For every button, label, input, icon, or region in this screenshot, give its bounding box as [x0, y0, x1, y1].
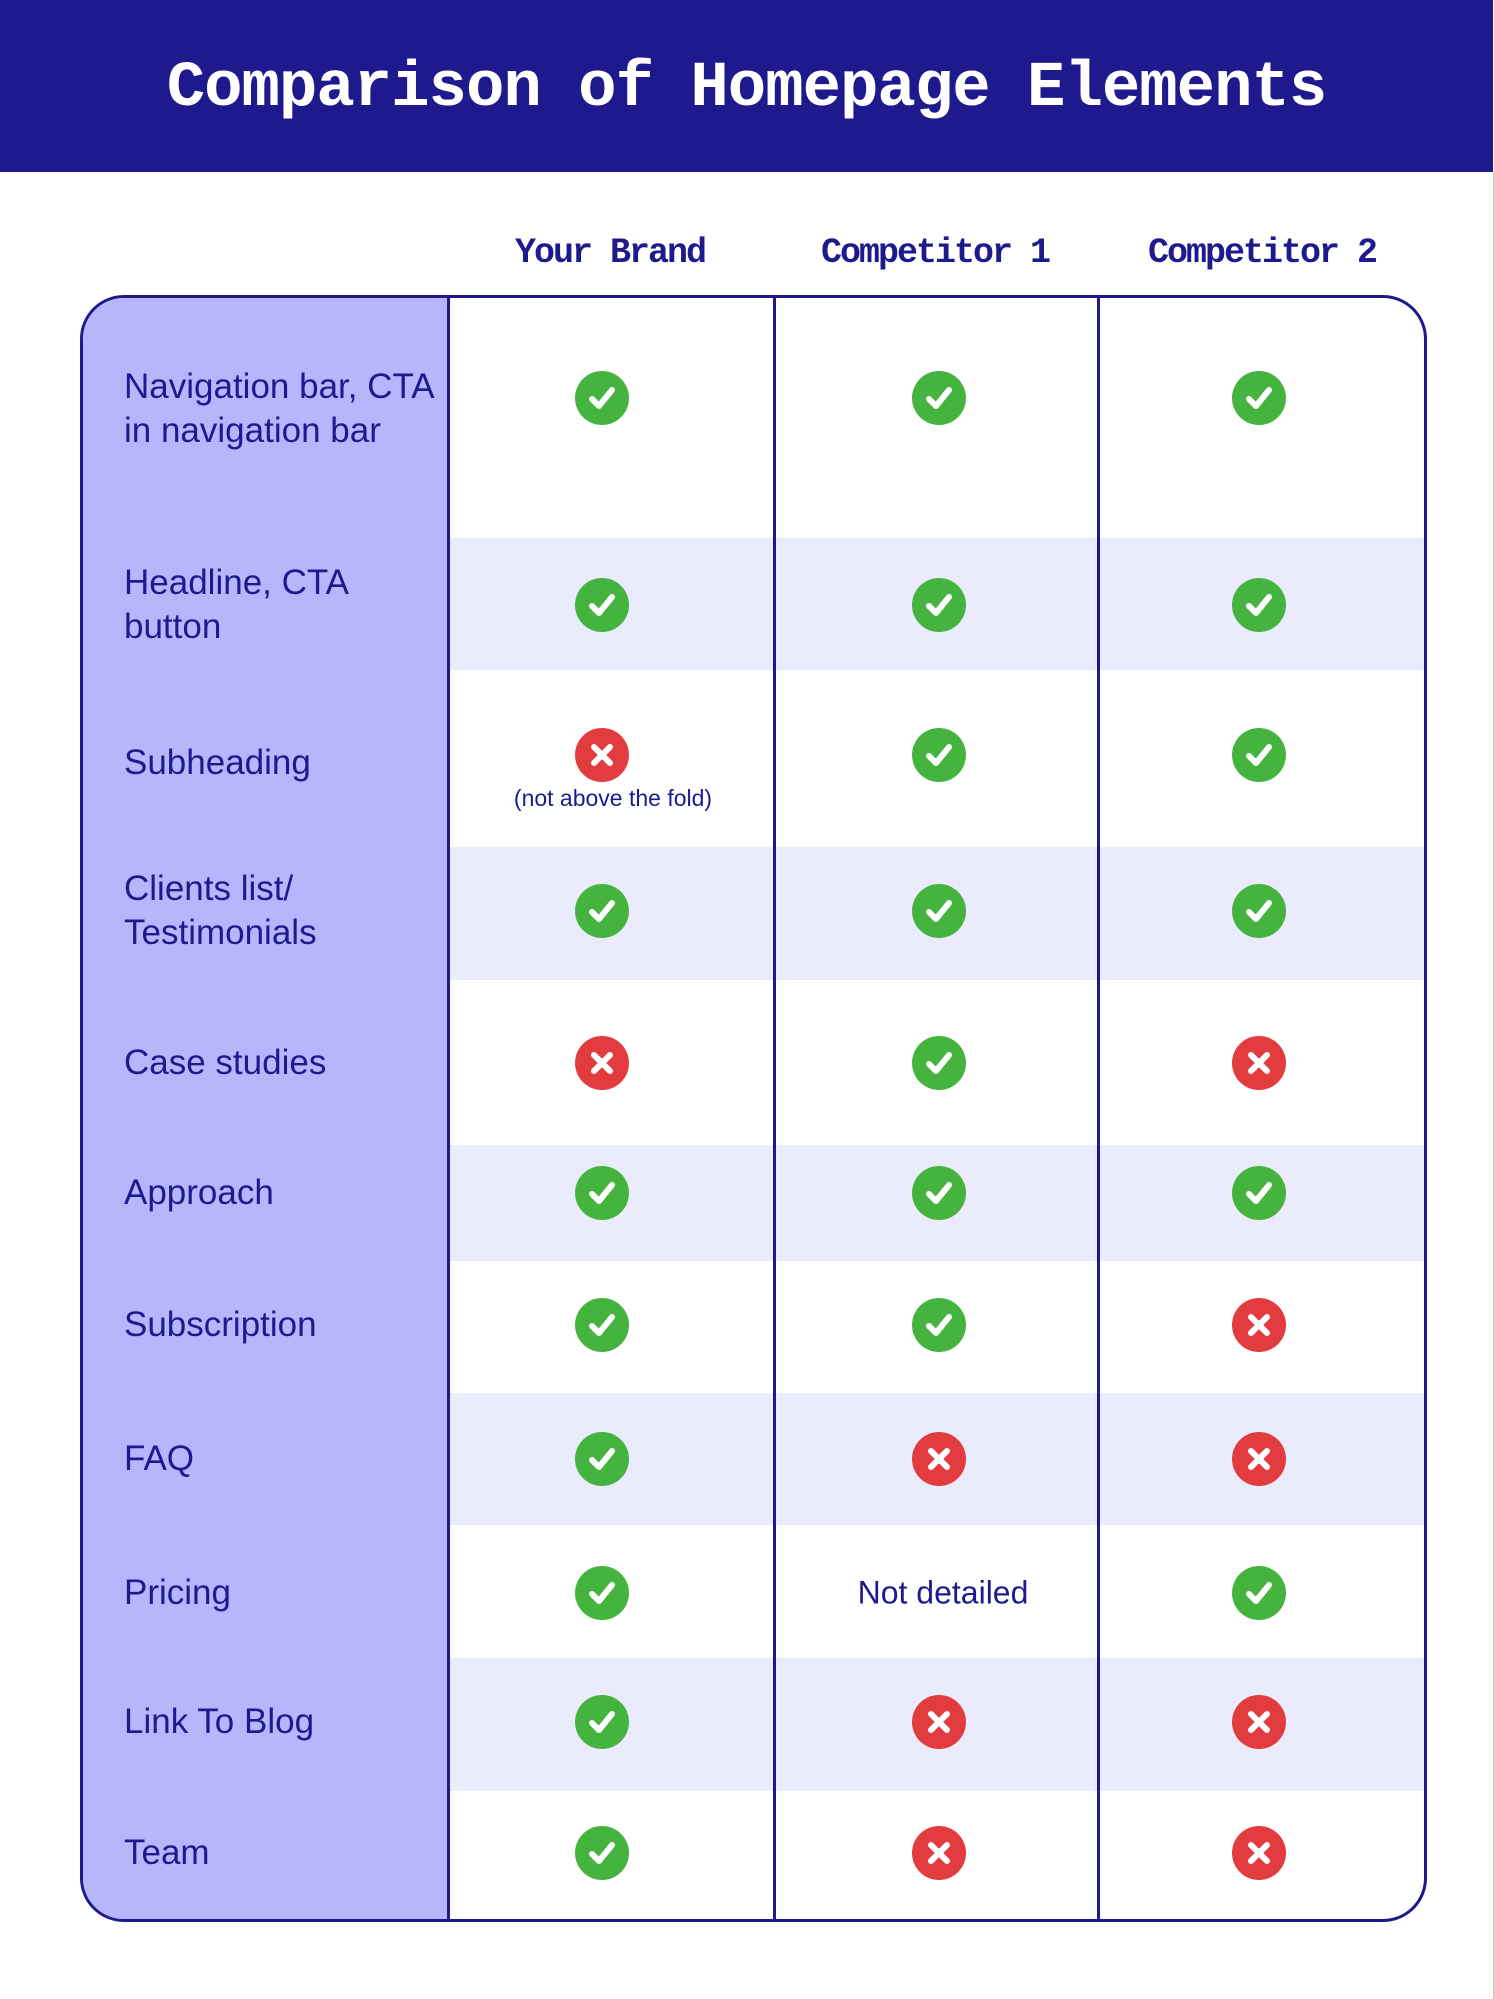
row-label: Pricing	[124, 1573, 231, 1612]
check-circle-icon	[912, 1166, 966, 1220]
check-circle-icon	[575, 1695, 629, 1749]
cell-text-competitor-1: Not detailed	[857, 1574, 1029, 1611]
x-circle-icon	[575, 1036, 629, 1090]
column-header-competitor-1: Competitor 1	[820, 233, 1051, 273]
x-circle-icon	[1232, 1695, 1286, 1749]
x-circle-icon	[912, 1695, 966, 1749]
row-label: Case studies	[124, 1043, 327, 1082]
check-circle-icon	[575, 1166, 629, 1220]
x-circle-icon	[1232, 1826, 1286, 1880]
check-circle-icon	[575, 1566, 629, 1620]
label-column	[83, 298, 449, 1919]
row-label: Approach	[124, 1173, 274, 1212]
x-circle-icon	[575, 728, 629, 782]
x-circle-icon	[1232, 1298, 1286, 1352]
check-circle-icon	[912, 371, 966, 425]
x-circle-icon	[1232, 1432, 1286, 1486]
row-label: Subheading	[124, 743, 311, 782]
check-circle-icon	[912, 578, 966, 632]
row-label: Team	[124, 1833, 210, 1872]
comparison-table: Navigation bar, CTA in navigation bar Hea…	[80, 295, 1427, 1922]
check-circle-icon	[1232, 884, 1286, 938]
check-circle-icon	[575, 884, 629, 938]
column-divider	[773, 298, 776, 1919]
column-divider	[447, 298, 450, 1919]
check-circle-icon	[1232, 578, 1286, 632]
check-circle-icon	[575, 1432, 629, 1486]
row-label: Clients list/ Testimonials	[124, 869, 317, 952]
check-circle-icon	[912, 1036, 966, 1090]
check-circle-icon	[575, 578, 629, 632]
row-label: Subscription	[124, 1305, 317, 1344]
check-circle-icon	[575, 1826, 629, 1880]
check-circle-icon	[912, 1298, 966, 1352]
row-label: Headline, CTA button	[124, 563, 348, 646]
x-circle-icon	[912, 1432, 966, 1486]
cell-note-your-brand: (not above the fold)	[513, 785, 713, 811]
check-circle-icon	[1232, 371, 1286, 425]
row-label: Navigation bar, CTA in navigation bar	[124, 367, 433, 450]
page-title: Comparison of Homepage Elements	[166, 53, 1328, 125]
check-circle-icon	[575, 371, 629, 425]
check-circle-icon	[1232, 1566, 1286, 1620]
column-header-competitor-2: Competitor 2	[1147, 233, 1378, 273]
row-label: Link To Blog	[124, 1702, 315, 1741]
header-banner	[0, 0, 1493, 172]
check-circle-icon	[912, 884, 966, 938]
x-circle-icon	[1232, 1036, 1286, 1090]
check-circle-icon	[1232, 1166, 1286, 1220]
x-circle-icon	[912, 1826, 966, 1880]
check-circle-icon	[575, 1298, 629, 1352]
check-circle-icon	[1232, 728, 1286, 782]
column-header-your-brand: Your Brand	[514, 233, 707, 273]
row-label: FAQ	[124, 1439, 195, 1478]
check-circle-icon	[912, 728, 966, 782]
column-divider	[1097, 298, 1100, 1919]
